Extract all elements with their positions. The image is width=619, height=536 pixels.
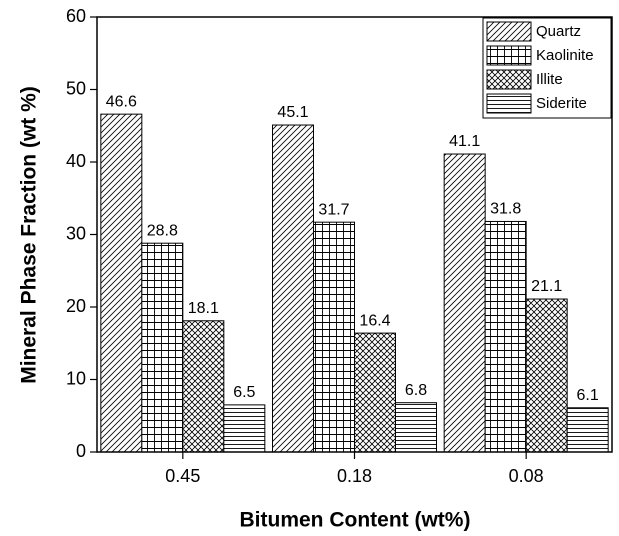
x-tick-label: 0.18 [337,466,372,486]
value-label: 16.4 [359,312,390,329]
value-label: 28.8 [147,222,178,239]
legend-swatch [486,45,532,66]
value-label: 18.1 [188,300,219,317]
value-label: 6.5 [233,384,255,401]
legend-swatch [486,93,532,114]
legend-label: Kaolinite [536,47,594,64]
bar [313,221,355,453]
y-axis-title: Mineral Phase Fraction (wt %) [18,86,41,384]
bar [484,220,527,453]
bar [354,332,396,453]
y-tick-label: 10 [66,368,86,388]
x-axis-title: Bitumen Content (wt%) [240,509,471,532]
x-tick-label: 0.45 [165,466,200,486]
bar [395,402,437,453]
legend-label: Illite [536,71,563,88]
value-label: 6.8 [405,382,427,399]
value-label: 46.6 [106,93,137,110]
bar [443,153,486,453]
bar [566,407,609,453]
bar [525,298,568,453]
value-label: 31.7 [318,201,349,218]
bar [223,404,266,453]
y-tick-label: 30 [66,223,86,243]
bar [182,320,225,453]
y-tick-label: 50 [66,78,86,98]
legend-swatch [486,69,532,90]
value-label: 41.1 [449,133,480,150]
legend-swatch [486,21,532,42]
y-tick-label: 60 [66,6,86,26]
y-tick-label: 0 [76,441,86,461]
value-label: 31.8 [490,201,521,218]
bar [272,124,314,453]
x-tick-label: 0.08 [509,466,544,486]
legend-label: Siderite [536,95,587,112]
value-label: 21.1 [531,278,562,295]
y-tick-label: 40 [66,151,86,171]
y-tick-label: 20 [66,296,86,316]
value-label: 45.1 [277,104,308,121]
legend-label: Quartz [536,23,581,40]
bar [100,113,143,453]
plot-frame [96,16,613,453]
value-label: 6.1 [577,387,599,404]
bar [141,242,184,453]
